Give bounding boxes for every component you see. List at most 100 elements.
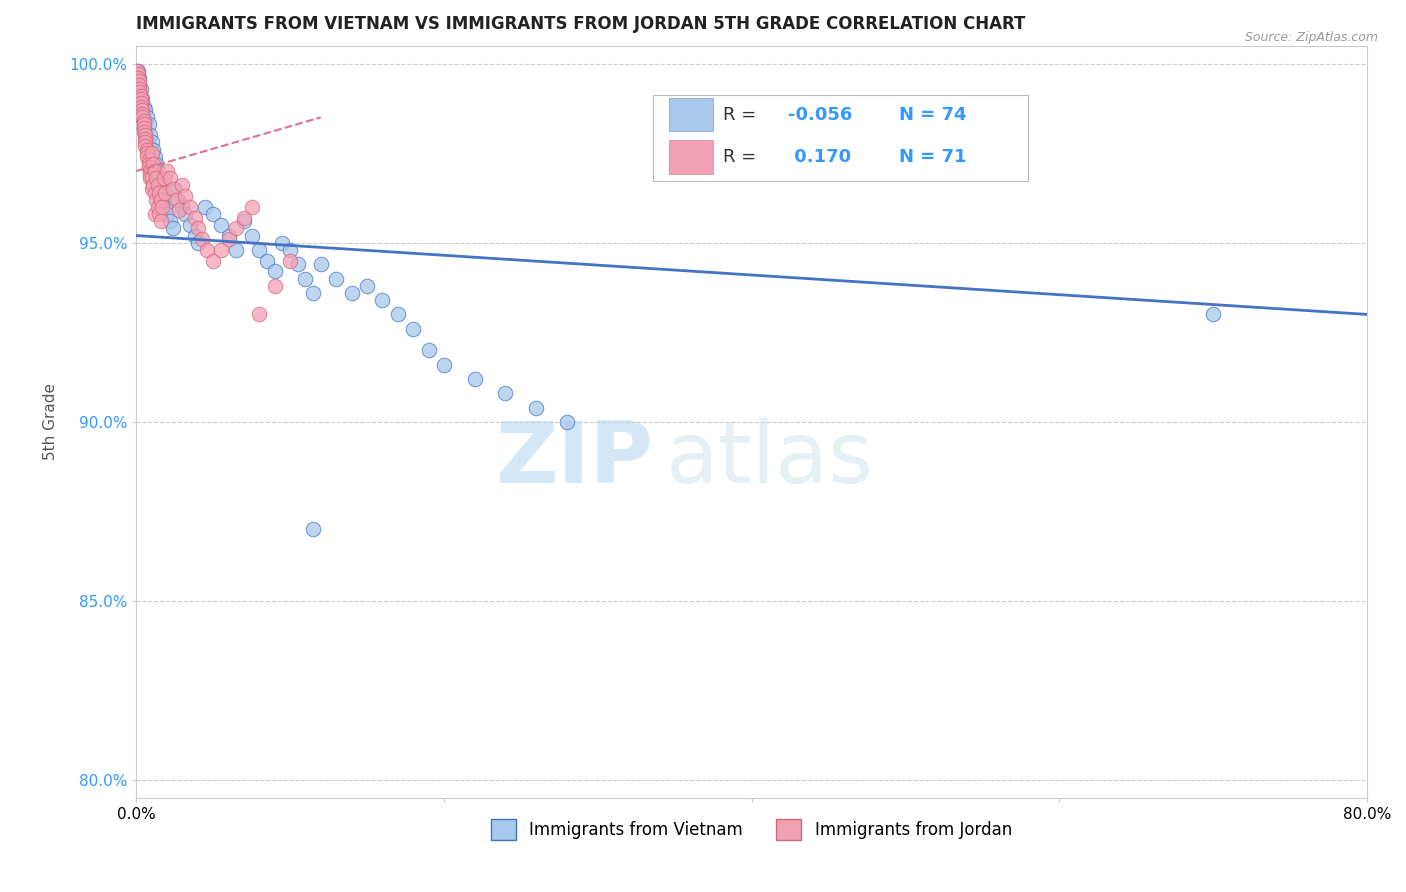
- Point: [141, 146, 163, 161]
- Point: [134, 125, 156, 139]
- Point: [163, 182, 186, 196]
- Text: R =: R =: [723, 106, 762, 124]
- Point: [165, 193, 187, 207]
- Point: [134, 136, 156, 150]
- Point: [138, 139, 160, 153]
- Point: [129, 92, 152, 106]
- Point: [127, 63, 149, 78]
- Point: [172, 178, 194, 193]
- Point: [191, 232, 214, 246]
- Point: [174, 189, 197, 203]
- Point: [142, 178, 165, 193]
- Point: [127, 67, 149, 81]
- Point: [141, 136, 163, 150]
- Point: [149, 214, 172, 228]
- Point: [127, 78, 149, 92]
- Point: [155, 186, 177, 200]
- Point: [139, 171, 162, 186]
- Point: [132, 121, 155, 136]
- Point: [309, 257, 332, 271]
- Point: [356, 278, 378, 293]
- Point: [128, 107, 150, 121]
- Point: [136, 150, 159, 164]
- Point: [149, 193, 172, 207]
- Point: [179, 218, 201, 232]
- Point: [131, 111, 153, 125]
- Point: [418, 343, 440, 358]
- Point: [153, 193, 176, 207]
- Point: [240, 228, 263, 243]
- Point: [128, 70, 150, 85]
- Point: [129, 95, 152, 110]
- Point: [132, 99, 155, 113]
- Point: [145, 178, 167, 193]
- Point: [402, 322, 425, 336]
- Point: [166, 193, 188, 207]
- Point: [136, 111, 159, 125]
- Point: [128, 74, 150, 88]
- Point: [183, 211, 205, 225]
- Point: [148, 186, 170, 200]
- Point: [159, 171, 181, 186]
- Point: [131, 103, 153, 118]
- Text: N = 74: N = 74: [900, 106, 967, 124]
- Point: [134, 139, 156, 153]
- Point: [433, 358, 456, 372]
- Point: [128, 78, 150, 92]
- Point: [524, 401, 547, 415]
- Point: [302, 522, 325, 536]
- Point: [132, 125, 155, 139]
- Point: [294, 271, 316, 285]
- Point: [138, 153, 160, 168]
- Point: [146, 164, 169, 178]
- Point: [555, 415, 578, 429]
- Point: [195, 243, 218, 257]
- Point: [143, 164, 166, 178]
- Point: [218, 228, 240, 243]
- Point: [129, 99, 152, 113]
- Point: [209, 243, 232, 257]
- Text: ZIP: ZIP: [495, 418, 654, 501]
- Point: [302, 285, 325, 300]
- Point: [136, 146, 159, 161]
- Point: [134, 132, 156, 146]
- Point: [131, 92, 153, 106]
- Text: N = 71: N = 71: [900, 148, 967, 166]
- Point: [179, 200, 201, 214]
- Point: [287, 257, 309, 271]
- Point: [247, 243, 270, 257]
- Point: [225, 243, 247, 257]
- Point: [132, 118, 155, 132]
- Point: [202, 207, 225, 221]
- Point: [464, 372, 486, 386]
- Point: [129, 88, 152, 103]
- Point: [132, 121, 155, 136]
- Text: Source: ZipAtlas.com: Source: ZipAtlas.com: [1244, 31, 1378, 45]
- Point: [128, 85, 150, 99]
- Point: [209, 218, 232, 232]
- Point: [148, 171, 170, 186]
- Point: [145, 171, 167, 186]
- Point: [143, 207, 166, 221]
- Point: [152, 200, 174, 214]
- Point: [128, 88, 150, 103]
- Point: [146, 178, 169, 193]
- Point: [143, 171, 166, 186]
- Point: [494, 386, 516, 401]
- Text: atlas: atlas: [665, 418, 873, 501]
- Point: [278, 243, 301, 257]
- Point: [136, 143, 159, 157]
- Point: [128, 81, 150, 95]
- Point: [134, 128, 156, 143]
- Point: [278, 253, 301, 268]
- Point: [138, 157, 160, 171]
- Point: [153, 171, 176, 186]
- Point: [263, 278, 285, 293]
- Point: [156, 207, 179, 221]
- Point: [141, 182, 163, 196]
- Point: [125, 63, 148, 78]
- Point: [141, 157, 163, 171]
- Point: [256, 253, 278, 268]
- Point: [143, 150, 166, 164]
- Point: [145, 157, 167, 171]
